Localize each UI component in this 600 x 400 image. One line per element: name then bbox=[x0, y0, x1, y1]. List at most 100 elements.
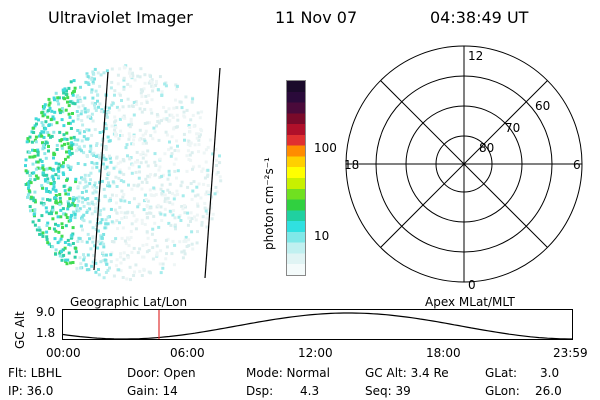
emission-pixel bbox=[75, 149, 78, 153]
emission-pixel bbox=[77, 209, 81, 213]
emission-pixel bbox=[122, 87, 126, 91]
emission-pixel bbox=[129, 278, 132, 282]
emission-pixel bbox=[159, 271, 163, 275]
emission-pixel bbox=[42, 173, 46, 177]
emission-pixel bbox=[96, 199, 100, 202]
emission-pixel bbox=[45, 238, 49, 241]
emission-pixel bbox=[110, 220, 114, 224]
emission-pixel bbox=[149, 79, 153, 83]
emission-pixel bbox=[51, 205, 55, 209]
emission-pixel bbox=[140, 274, 144, 277]
emission-pixel bbox=[218, 154, 221, 158]
emission-pixel bbox=[102, 187, 106, 191]
emission-pixel bbox=[168, 119, 172, 123]
emission-pixel bbox=[53, 110, 57, 114]
emission-pixel bbox=[195, 132, 199, 136]
emission-pixel bbox=[86, 81, 90, 85]
emission-pixel bbox=[165, 133, 169, 137]
emission-pixel bbox=[50, 134, 54, 138]
emission-pixel bbox=[29, 209, 32, 213]
emission-pixel bbox=[127, 104, 131, 108]
emission-pixel bbox=[151, 137, 155, 141]
emission-pixel bbox=[185, 245, 189, 248]
emission-pixel bbox=[81, 104, 85, 108]
emission-pixel bbox=[42, 136, 46, 139]
emission-pixel bbox=[130, 171, 134, 175]
emission-pixel bbox=[24, 164, 27, 168]
emission-pixel bbox=[53, 196, 57, 199]
emission-pixel bbox=[215, 172, 219, 176]
emission-pixel bbox=[154, 84, 158, 87]
emission-pixel bbox=[53, 98, 56, 102]
emission-pixel bbox=[112, 274, 116, 278]
emission-pixel bbox=[27, 186, 30, 190]
emission-pixel bbox=[119, 261, 123, 265]
emission-pixel bbox=[121, 105, 125, 109]
emission-pixel bbox=[103, 226, 107, 230]
emission-pixel bbox=[33, 178, 37, 182]
emission-pixel bbox=[93, 210, 97, 214]
emission-pixel bbox=[47, 212, 51, 216]
emission-pixel bbox=[101, 251, 105, 255]
emission-pixel bbox=[161, 190, 165, 194]
emission-pixel bbox=[52, 168, 55, 172]
emission-pixel bbox=[128, 265, 132, 269]
emission-pixel bbox=[25, 140, 29, 144]
emission-pixel bbox=[76, 117, 80, 121]
emission-pixel bbox=[54, 252, 58, 256]
emission-pixel bbox=[26, 137, 30, 141]
emission-pixel bbox=[109, 260, 113, 264]
emission-pixel bbox=[110, 80, 114, 84]
emission-pixel bbox=[86, 197, 90, 201]
emission-pixel bbox=[101, 259, 105, 262]
emission-pixel bbox=[141, 156, 145, 160]
emission-pixel bbox=[104, 157, 108, 161]
emission-pixel bbox=[76, 114, 80, 118]
emission-pixel bbox=[56, 174, 60, 178]
emission-pixel bbox=[69, 127, 73, 130]
emission-pixel bbox=[54, 91, 58, 95]
emission-pixel bbox=[79, 112, 83, 116]
emission-pixel bbox=[145, 121, 149, 125]
emission-pixel bbox=[52, 156, 55, 160]
emission-pixel bbox=[141, 255, 145, 259]
emission-pixel bbox=[182, 249, 186, 253]
emission-pixel bbox=[138, 138, 142, 142]
emission-pixel bbox=[56, 96, 60, 100]
emission-pixel bbox=[102, 245, 106, 249]
emission-pixel bbox=[68, 204, 72, 208]
emission-pixel bbox=[46, 131, 50, 135]
emission-pixel bbox=[53, 237, 57, 241]
emission-pixel bbox=[176, 169, 180, 173]
emission-pixel bbox=[200, 129, 204, 133]
emission-pixel bbox=[211, 152, 215, 156]
emission-pixel bbox=[33, 124, 37, 128]
emission-pixel bbox=[151, 227, 155, 231]
emission-pixel bbox=[36, 150, 40, 154]
emission-pixel bbox=[123, 239, 127, 243]
emission-pixel bbox=[104, 271, 108, 274]
emission-pixel bbox=[149, 211, 153, 215]
emission-pixel bbox=[133, 270, 136, 274]
emission-pixel bbox=[77, 96, 81, 100]
emission-pixel bbox=[34, 167, 38, 171]
emission-pixel bbox=[163, 197, 167, 201]
emission-pixel bbox=[29, 181, 33, 185]
info-glon-value: 26.0 bbox=[535, 384, 562, 398]
emission-pixel bbox=[193, 194, 197, 198]
emission-pixel bbox=[134, 100, 138, 104]
orbit-xtick-0000: 00:00 bbox=[46, 346, 81, 360]
emission-pixel bbox=[82, 256, 86, 260]
emission-pixel bbox=[214, 147, 218, 151]
info-gain: Gain: 14 bbox=[127, 384, 178, 398]
emission-pixel bbox=[114, 201, 118, 205]
emission-pixel bbox=[113, 120, 117, 124]
emission-pixel bbox=[193, 143, 197, 147]
emission-pixel bbox=[99, 260, 103, 264]
emission-pixel bbox=[96, 99, 99, 103]
emission-pixel bbox=[156, 203, 160, 207]
emission-pixel bbox=[100, 218, 104, 222]
emission-pixel bbox=[33, 154, 37, 158]
emission-pixel bbox=[91, 166, 95, 170]
emission-pixel bbox=[163, 213, 167, 217]
